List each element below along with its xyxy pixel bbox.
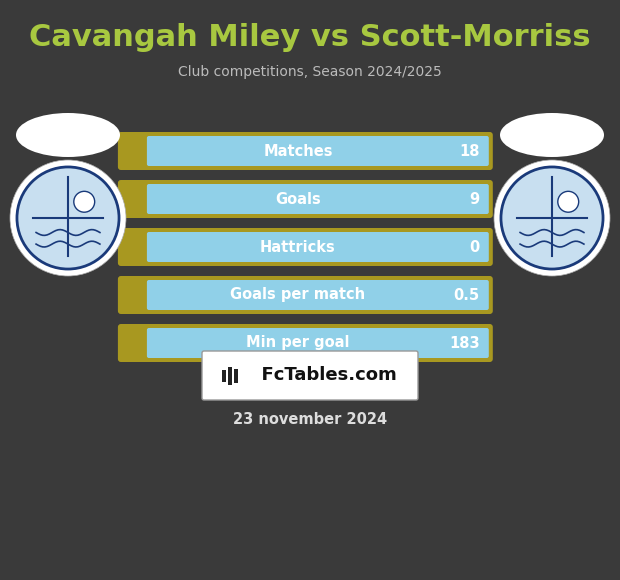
FancyBboxPatch shape bbox=[202, 351, 418, 400]
Text: 18: 18 bbox=[459, 143, 480, 158]
Text: Goals per match: Goals per match bbox=[231, 288, 366, 303]
Text: 0: 0 bbox=[469, 240, 480, 255]
FancyBboxPatch shape bbox=[118, 276, 493, 314]
Text: Matches: Matches bbox=[264, 143, 333, 158]
Text: Hattricks: Hattricks bbox=[260, 240, 336, 255]
FancyBboxPatch shape bbox=[147, 328, 489, 358]
Ellipse shape bbox=[500, 113, 604, 157]
Text: 9: 9 bbox=[470, 191, 480, 206]
Ellipse shape bbox=[16, 113, 120, 157]
Text: 23 november 2024: 23 november 2024 bbox=[233, 412, 387, 427]
FancyBboxPatch shape bbox=[147, 232, 489, 262]
FancyBboxPatch shape bbox=[118, 180, 493, 218]
Circle shape bbox=[10, 160, 126, 276]
Circle shape bbox=[17, 167, 119, 269]
Text: Min per goal: Min per goal bbox=[246, 335, 350, 350]
Text: 0.5: 0.5 bbox=[454, 288, 480, 303]
Text: 183: 183 bbox=[449, 335, 480, 350]
Text: Club competitions, Season 2024/2025: Club competitions, Season 2024/2025 bbox=[178, 65, 442, 79]
Bar bbox=[234, 368, 238, 382]
Circle shape bbox=[558, 191, 578, 212]
Circle shape bbox=[494, 160, 610, 276]
FancyBboxPatch shape bbox=[147, 136, 489, 166]
FancyBboxPatch shape bbox=[118, 228, 493, 266]
FancyBboxPatch shape bbox=[147, 184, 489, 214]
FancyBboxPatch shape bbox=[118, 324, 493, 362]
FancyBboxPatch shape bbox=[118, 132, 493, 170]
Text: Cavangah Miley vs Scott-Morriss: Cavangah Miley vs Scott-Morriss bbox=[29, 24, 591, 53]
Circle shape bbox=[74, 191, 95, 212]
Text: Goals: Goals bbox=[275, 191, 321, 206]
Bar bbox=[222, 369, 226, 382]
Bar bbox=[228, 367, 232, 385]
Text: FcTables.com: FcTables.com bbox=[249, 367, 397, 385]
Circle shape bbox=[501, 167, 603, 269]
FancyBboxPatch shape bbox=[147, 280, 489, 310]
